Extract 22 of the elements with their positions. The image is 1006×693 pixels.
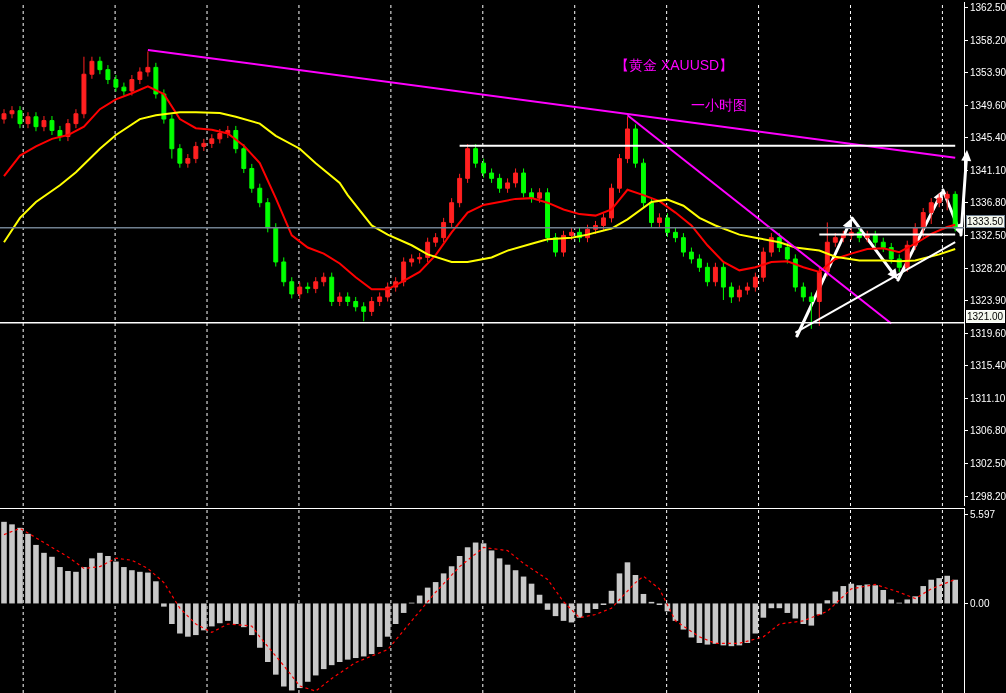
y-tick-label: 1311.10 [970,392,1006,404]
y-tick-label: 0.00 [970,597,990,609]
y-tick-label: 1319.60 [970,327,1006,339]
y-tick-label: 1349.60 [970,99,1006,111]
y-tick-label: 1336.80 [970,197,1006,209]
ref-line-label: 1321.00 [967,311,1004,322]
y-tick-label: 1358.20 [970,34,1006,46]
y-tick-label: 1353.90 [970,67,1006,79]
y-tick-label: 1315.40 [970,359,1006,371]
y-tick-label: 5.597 [970,509,996,521]
text: 【黄金 XAUUSD】 [615,57,734,73]
y-tick-label: 1306.80 [970,425,1006,437]
y-tick-label: 1345.40 [970,131,1006,143]
y-tick-label: 1302.50 [970,457,1006,469]
y-tick-label: 1341.10 [970,164,1006,176]
y-tick-label: 1362.50 [970,1,1006,13]
y-tick-label: 1328.20 [970,262,1006,274]
y-tick-label: 1332.50 [970,229,1006,241]
y-tick-label: 1323.90 [970,295,1006,307]
text: 一小时图 [691,97,747,113]
y-tick-label: 1298.20 [970,490,1006,502]
ref-line-label: 1333.50 [967,216,1004,227]
